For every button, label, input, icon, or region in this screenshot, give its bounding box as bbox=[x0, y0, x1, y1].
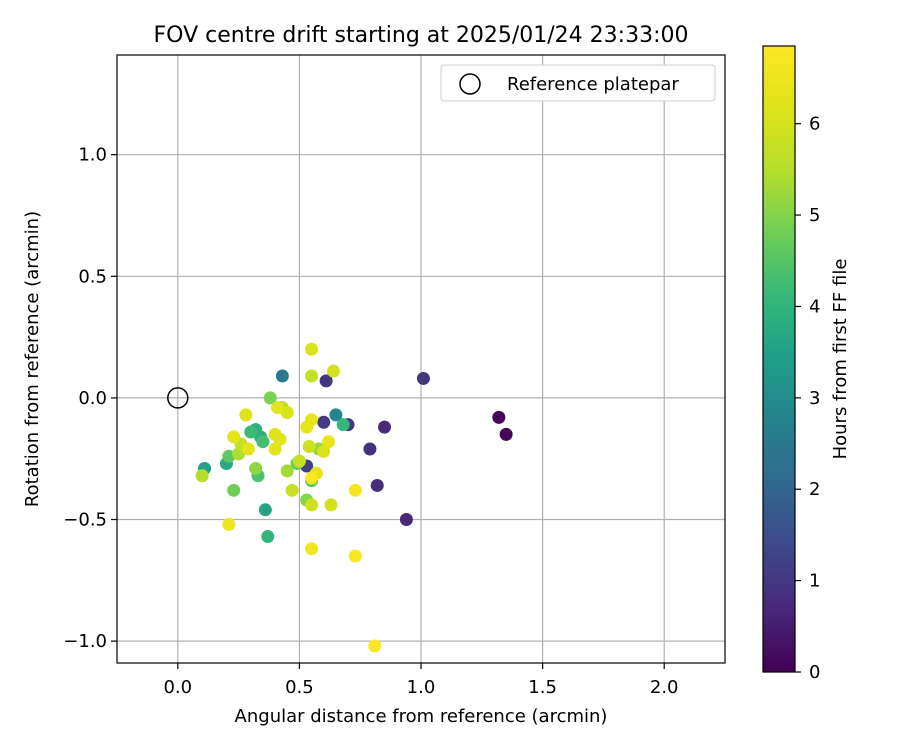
data-point bbox=[492, 410, 506, 424]
legend-box bbox=[440, 64, 716, 102]
data-point bbox=[241, 442, 255, 456]
data-point bbox=[416, 371, 430, 385]
y-tick-label: −1.0 bbox=[63, 631, 107, 652]
y-tick-label: 1.0 bbox=[78, 145, 107, 166]
colorbar-tick-label: 2 bbox=[809, 479, 820, 500]
data-point bbox=[305, 342, 319, 356]
y-tick-label: 0.5 bbox=[78, 266, 107, 287]
x-tick-label: 1.5 bbox=[528, 677, 557, 698]
data-point bbox=[227, 483, 241, 497]
data-point bbox=[280, 406, 294, 420]
data-point bbox=[256, 435, 270, 449]
data-point bbox=[322, 435, 336, 449]
grid bbox=[117, 55, 725, 663]
data-point bbox=[317, 444, 331, 458]
x-tick-label: 0.5 bbox=[285, 677, 314, 698]
colorbar-tick-label: 1 bbox=[809, 571, 820, 592]
colorbar-gradient bbox=[762, 45, 796, 673]
colorbar-tick-label: 3 bbox=[809, 388, 820, 409]
chart-title: FOV centre drift starting at 2025/01/24 … bbox=[154, 23, 689, 48]
data-point bbox=[363, 442, 377, 456]
data-point bbox=[222, 517, 236, 531]
data-point bbox=[319, 374, 333, 388]
data-point bbox=[329, 408, 343, 422]
data-point bbox=[324, 498, 338, 512]
data-point bbox=[195, 469, 209, 483]
data-point bbox=[305, 413, 319, 427]
data-point bbox=[378, 420, 392, 434]
data-point bbox=[249, 461, 263, 475]
reference-platepar-marker bbox=[167, 387, 189, 409]
data-point bbox=[222, 449, 236, 463]
data-point bbox=[263, 391, 277, 405]
data-point bbox=[368, 639, 382, 653]
legend: Reference platepar bbox=[440, 64, 716, 102]
data-points bbox=[195, 342, 513, 653]
data-point bbox=[336, 418, 350, 432]
data-point bbox=[268, 442, 282, 456]
data-point bbox=[370, 478, 384, 492]
data-point bbox=[499, 427, 513, 441]
data-point bbox=[275, 369, 289, 383]
reference-marker-layer bbox=[167, 387, 189, 409]
data-point bbox=[305, 542, 319, 556]
colorbar-tick-label: 0 bbox=[809, 662, 820, 683]
x-axis-ticks: 0.0 0.5 1.0 1.5 2.0 bbox=[163, 663, 679, 698]
data-point bbox=[305, 471, 319, 485]
data-point bbox=[239, 408, 253, 422]
colorbar: 0 1 2 3 4 5 6 Hours from first FF file bbox=[762, 45, 851, 683]
data-point bbox=[292, 454, 306, 468]
colorbar-tick-label: 5 bbox=[809, 205, 820, 226]
colorbar-tick-label: 6 bbox=[809, 114, 820, 135]
x-axis-label: Angular distance from reference (arcmin) bbox=[235, 706, 608, 727]
colorbar-ticks: 0 1 2 3 4 5 6 bbox=[795, 114, 820, 683]
data-point bbox=[285, 483, 299, 497]
data-point bbox=[258, 503, 272, 517]
x-tick-label: 0.0 bbox=[163, 677, 192, 698]
data-point bbox=[317, 415, 331, 429]
y-tick-label: −0.5 bbox=[63, 510, 107, 531]
data-point bbox=[348, 483, 362, 497]
legend-open-circle-icon bbox=[459, 73, 481, 95]
data-point bbox=[271, 401, 285, 415]
y-tick-label: 0.0 bbox=[78, 388, 107, 409]
colorbar-tick-label: 4 bbox=[809, 296, 820, 317]
colorbar-label: Hours from first FF file bbox=[830, 259, 851, 460]
data-point bbox=[399, 513, 413, 527]
data-point bbox=[227, 430, 241, 444]
legend-label: Reference platepar bbox=[507, 74, 679, 95]
data-point bbox=[280, 464, 294, 478]
data-point bbox=[326, 364, 340, 378]
data-point bbox=[268, 427, 282, 441]
data-point bbox=[305, 369, 319, 383]
data-point bbox=[348, 549, 362, 563]
x-tick-label: 1.0 bbox=[407, 677, 436, 698]
data-point bbox=[305, 498, 319, 512]
x-tick-label: 2.0 bbox=[650, 677, 679, 698]
y-axis-ticks: −1.0 −0.5 0.0 0.5 1.0 bbox=[63, 145, 117, 652]
data-point bbox=[232, 447, 246, 461]
data-point bbox=[302, 440, 316, 454]
data-point bbox=[244, 425, 258, 439]
y-axis-label: Rotation from reference (arcmin) bbox=[22, 211, 43, 507]
data-point bbox=[261, 530, 275, 544]
